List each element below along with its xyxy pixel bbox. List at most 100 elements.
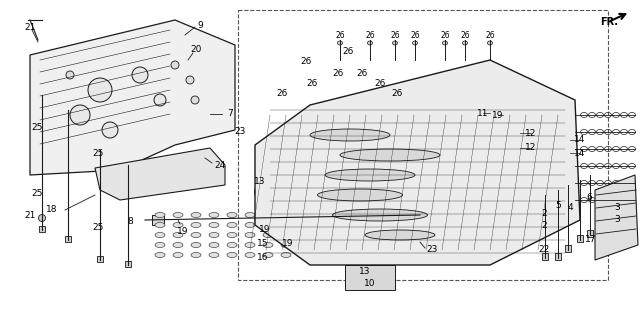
Text: 2: 2: [541, 209, 547, 218]
Ellipse shape: [407, 242, 417, 248]
Ellipse shape: [263, 233, 273, 238]
Circle shape: [102, 122, 118, 138]
Ellipse shape: [299, 212, 309, 218]
Text: 26: 26: [307, 78, 317, 87]
Ellipse shape: [367, 41, 372, 45]
Ellipse shape: [263, 242, 273, 248]
Ellipse shape: [333, 209, 428, 221]
Ellipse shape: [155, 233, 165, 238]
Ellipse shape: [353, 212, 363, 218]
Text: 26: 26: [391, 88, 403, 98]
Text: 21: 21: [24, 23, 36, 32]
Text: 18: 18: [46, 205, 58, 214]
Text: 23: 23: [234, 128, 246, 137]
Ellipse shape: [191, 242, 201, 248]
Text: 5: 5: [555, 201, 561, 210]
Ellipse shape: [371, 242, 381, 248]
Text: 15: 15: [257, 239, 269, 248]
Ellipse shape: [488, 41, 493, 45]
Ellipse shape: [245, 242, 255, 248]
Ellipse shape: [173, 233, 183, 238]
Ellipse shape: [227, 253, 237, 257]
Text: 10: 10: [364, 278, 376, 287]
Ellipse shape: [340, 149, 440, 161]
Circle shape: [171, 61, 179, 69]
Ellipse shape: [317, 242, 327, 248]
Text: 20: 20: [190, 46, 202, 55]
Ellipse shape: [389, 253, 399, 257]
Text: 2: 2: [541, 220, 547, 229]
Ellipse shape: [155, 242, 165, 248]
Text: 25: 25: [92, 149, 104, 158]
Ellipse shape: [463, 41, 467, 45]
Ellipse shape: [407, 222, 417, 227]
Ellipse shape: [389, 222, 399, 227]
Ellipse shape: [263, 222, 273, 227]
Ellipse shape: [155, 212, 165, 218]
Ellipse shape: [371, 222, 381, 227]
Ellipse shape: [209, 233, 219, 238]
Ellipse shape: [281, 233, 291, 238]
Text: 17: 17: [585, 235, 596, 244]
Text: 19: 19: [259, 226, 271, 234]
Text: 9: 9: [197, 21, 203, 31]
Ellipse shape: [227, 222, 237, 227]
Ellipse shape: [255, 187, 262, 197]
Bar: [238, 10, 608, 280]
Ellipse shape: [173, 253, 183, 257]
Ellipse shape: [317, 253, 327, 257]
Ellipse shape: [245, 222, 255, 227]
Ellipse shape: [317, 222, 327, 227]
Text: 26: 26: [390, 32, 400, 41]
Text: 11: 11: [477, 108, 489, 117]
Ellipse shape: [191, 212, 201, 218]
Ellipse shape: [413, 41, 417, 45]
Polygon shape: [595, 175, 638, 260]
Text: 12: 12: [525, 129, 537, 137]
Text: 22: 22: [538, 246, 550, 255]
Ellipse shape: [389, 233, 399, 238]
Text: 19: 19: [492, 112, 504, 121]
Text: 26: 26: [460, 32, 470, 41]
Text: 14: 14: [574, 136, 586, 145]
Bar: [587, 230, 593, 237]
Ellipse shape: [299, 242, 309, 248]
Ellipse shape: [245, 212, 255, 218]
Ellipse shape: [335, 253, 345, 257]
Text: 26: 26: [485, 32, 495, 41]
Ellipse shape: [371, 233, 381, 238]
Ellipse shape: [227, 233, 237, 238]
Text: 4: 4: [567, 204, 573, 212]
Ellipse shape: [209, 242, 219, 248]
Text: 25: 25: [31, 189, 43, 197]
Ellipse shape: [173, 242, 183, 248]
Text: 25: 25: [31, 123, 43, 132]
Ellipse shape: [227, 212, 237, 218]
Ellipse shape: [209, 253, 219, 257]
Text: 26: 26: [300, 57, 312, 66]
Ellipse shape: [389, 212, 399, 218]
Text: 14: 14: [574, 149, 586, 158]
Ellipse shape: [392, 41, 397, 45]
Text: 7: 7: [227, 109, 233, 118]
Circle shape: [186, 76, 194, 84]
Text: 26: 26: [335, 32, 345, 41]
Text: 26: 26: [332, 69, 344, 78]
Polygon shape: [345, 265, 395, 290]
Text: 13: 13: [254, 177, 266, 187]
Ellipse shape: [365, 230, 435, 240]
Circle shape: [88, 78, 112, 102]
Text: 26: 26: [356, 69, 368, 78]
Ellipse shape: [227, 242, 237, 248]
Text: 3: 3: [614, 216, 620, 225]
Text: 26: 26: [440, 32, 450, 41]
Ellipse shape: [299, 253, 309, 257]
Ellipse shape: [353, 242, 363, 248]
Ellipse shape: [353, 222, 363, 227]
Text: 12: 12: [525, 144, 537, 152]
Ellipse shape: [281, 242, 291, 248]
Ellipse shape: [173, 212, 183, 218]
Text: 26: 26: [342, 48, 354, 56]
Ellipse shape: [353, 253, 363, 257]
Ellipse shape: [281, 222, 291, 227]
